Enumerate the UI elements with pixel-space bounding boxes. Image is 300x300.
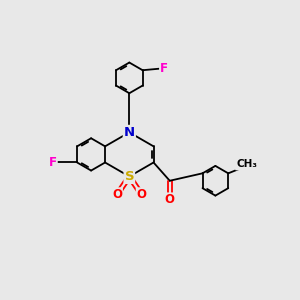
Text: F: F bbox=[49, 156, 57, 169]
Text: N: N bbox=[124, 126, 135, 139]
Text: O: O bbox=[165, 194, 175, 206]
Text: CH₃: CH₃ bbox=[236, 160, 257, 170]
Text: O: O bbox=[137, 188, 147, 201]
Text: F: F bbox=[160, 62, 168, 75]
Text: S: S bbox=[124, 170, 134, 183]
Text: O: O bbox=[112, 188, 122, 201]
